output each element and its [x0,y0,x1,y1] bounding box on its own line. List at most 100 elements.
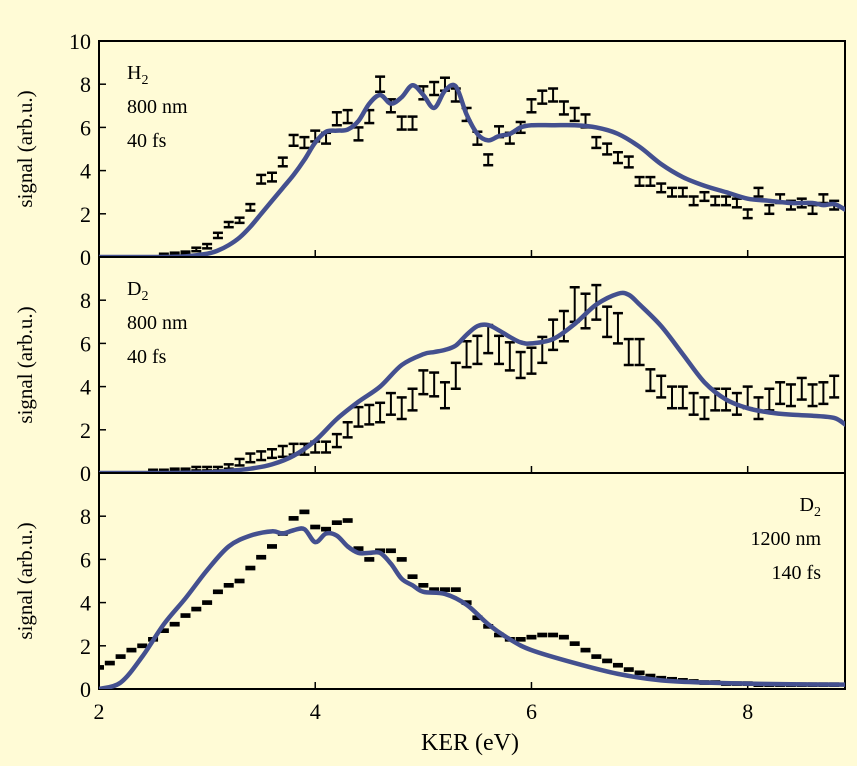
data-point [212,589,223,595]
data-point [429,80,440,97]
plot-area [99,509,845,689]
data-point [342,108,353,125]
data-point [375,75,386,94]
data-point [223,220,234,229]
panel-frame [98,40,846,258]
data-point [677,186,688,198]
data-point [321,526,332,532]
data-point [234,216,245,225]
data-point [677,385,688,410]
annotation-species-subscript: 2 [141,73,148,88]
data-point [785,383,796,408]
data-point [656,182,667,194]
y-tick-label: 4 [80,591,91,616]
data-point [180,250,191,256]
data-point [310,524,321,530]
data-point [450,587,461,592]
data-point [169,467,180,473]
data-point [212,231,223,240]
y-tick-label: 0 [80,461,91,486]
data-point [634,337,645,367]
annotation-line: 1200 nm [750,528,821,550]
data-point [764,387,775,412]
data-point [180,613,191,618]
y-tick-label: 4 [80,375,91,400]
data-point [288,133,299,148]
data-point [331,111,342,127]
data-point [591,135,602,150]
data-point [429,371,440,398]
data-point [634,670,645,676]
annotation-species: D2 [127,278,148,304]
data-point [418,369,429,396]
data-point [450,361,461,391]
data-point [169,621,180,627]
y-tick-label: 10 [69,29,91,54]
data-point [623,667,634,672]
data-point [353,405,364,428]
data-point [256,554,267,560]
data-point [537,89,548,105]
data-point [742,208,753,220]
annotation-line: 40 fs [127,346,167,368]
y-tick-label: 6 [80,115,91,140]
data-point [753,396,764,421]
data-point [818,193,829,205]
y-axis-label: signal (arb.u.) [13,522,37,639]
data-point [645,175,656,187]
data-point [483,323,494,355]
panel-frame [98,256,846,474]
data-point [439,587,450,592]
data-point [796,376,807,401]
data-point [364,403,375,426]
data-point [245,565,256,571]
annotation-species-subscript: 2 [814,505,821,520]
data-point [331,520,342,526]
data-point [569,285,580,324]
data-point [548,632,559,638]
data-point [223,463,234,470]
data-point [234,578,245,584]
data-point [526,634,537,640]
data-point [223,582,234,588]
data-point [558,100,569,116]
y-tick-label: 2 [80,418,91,443]
data-point [569,106,580,123]
data-point [634,175,645,187]
data-point [375,401,386,424]
plot-area [99,75,845,257]
data-point [775,381,786,406]
data-point [342,420,353,439]
y-tick-label: 8 [80,288,91,313]
y-tick-label: 2 [80,202,91,227]
data-point [407,574,418,580]
annotation-species-symbol: D [127,278,141,300]
data-point [667,186,678,198]
annotation-species: D2 [800,494,821,520]
data-point [256,450,267,462]
data-point [548,87,559,103]
data-point [353,126,364,142]
data-point [342,518,353,523]
data-point [548,318,559,352]
data-point [558,634,569,640]
data-point [699,396,710,421]
y-tick-label: 8 [80,72,91,97]
data-point [699,190,710,203]
annotation-species-subscript: 2 [141,289,148,304]
y-tick-label: 0 [80,245,91,270]
data-point [266,171,277,183]
y-tick-label: 2 [80,634,91,659]
data-point [418,582,429,588]
annotation-line: 800 nm [127,96,188,118]
annotation-line: 140 fs [772,562,822,584]
x-tick-label: 8 [742,699,753,724]
data-point [202,242,213,250]
y-axis-label: signal (arb.u.) [13,90,37,207]
data-point [569,641,580,646]
y-tick-label: 4 [80,159,91,184]
data-point [299,509,310,515]
